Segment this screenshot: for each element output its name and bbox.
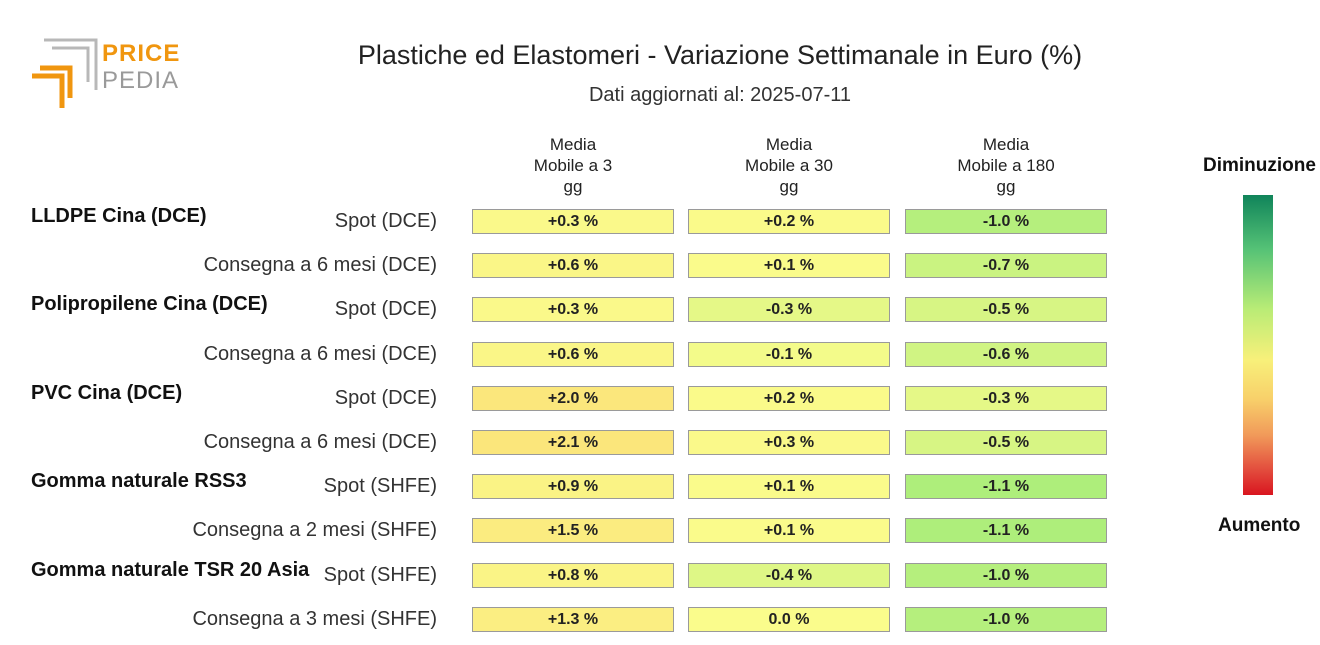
heatmap-cell: -1.0 % [905,209,1107,234]
heatmap-cell: -0.4 % [688,562,890,588]
heatmap-cell: +2.1 % [472,430,674,455]
heatmap-cell: -1.1 % [905,474,1107,500]
legend-bottom-label: Aumento [1218,515,1301,536]
column-header-ma180: Media Mobile a 180 gg [957,135,1055,196]
logo-mark-icon [32,38,98,108]
group-label: LLDPE Cina (DCE) [31,205,207,227]
logo-word-price: PRICE [102,40,181,67]
heatmap-cell: -0.6 % [905,341,1107,367]
heatmap-cell: -1.0 % [905,606,1107,632]
heatmap-cell: +0.6 % [472,253,674,279]
heatmap-cell: -0.3 % [688,297,890,323]
heatmap-cell: +0.1 % [688,518,890,544]
group-label: Polipropilene Cina (DCE) [31,293,268,316]
logo-word-pedia: PEDIA [102,67,180,94]
heatmap-cell: +0.2 % [688,385,890,411]
heatmap-cell: 0.0 % [688,606,890,632]
heatmap-cell: +0.2 % [688,209,890,234]
heatmap-cell: -0.7 % [905,253,1107,279]
group-label: Gomma naturale TSR 20 Asia [31,558,310,581]
column-header-ma30: Media Mobile a 30 gg [745,135,833,196]
row-label: Consegna a 2 mesi (SHFE) [192,519,437,542]
heatmap-cell: +0.1 % [688,474,890,500]
heatmap-cell: +0.9 % [472,474,674,500]
heatmap-cell: -0.3 % [905,385,1107,411]
heatmap-cell: +2.0 % [472,385,674,411]
heatmap-cell: -0.1 % [688,341,890,367]
heatmap-cell: +0.8 % [472,562,674,588]
legend-top-label: Diminuzione [1203,155,1316,176]
row-label: Consegna a 3 mesi (SHFE) [192,607,437,630]
row-label: Spot (DCE) [334,298,437,321]
heatmap-cell: +0.3 % [472,297,674,323]
heatmap-cell: -1.0 % [905,562,1107,588]
heatmap-cell: -0.5 % [905,297,1107,323]
group-label: Gomma naturale RSS3 [31,470,247,493]
row-label: Spot (DCE) [334,386,437,409]
row-label: Consegna a 6 mesi (DCE) [203,342,437,365]
group-label: PVC Cina (DCE) [31,381,183,404]
heatmap-cell: -1.1 % [905,518,1107,544]
pricepedia-logo: PRICE PEDIA [30,38,190,110]
legend-color-scale [1243,195,1273,495]
row-label: Consegna a 6 mesi (DCE) [203,254,437,277]
heatmap-cell: +1.5 % [472,518,674,544]
row-label: Spot (SHFE) [323,475,437,498]
heatmap-cell: +0.1 % [688,253,890,279]
heatmap-cell: +0.6 % [472,341,674,367]
heatmap-cell: -0.5 % [905,430,1107,455]
heatmap-cell: +0.3 % [688,430,890,455]
row-label: Consegna a 6 mesi (DCE) [203,431,437,453]
chart-title: Plastiche ed Elastomeri - Variazione Set… [357,40,1083,70]
heatmap-cell: +0.3 % [472,209,674,234]
heatmap-cell: +1.3 % [472,606,674,632]
column-header-ma3: Media Mobile a 3 gg [533,135,613,196]
chart-subtitle: Dati aggiornati al: 2025-07-11 [588,84,852,106]
row-label: Spot (SHFE) [323,563,437,586]
row-label: Spot (DCE) [334,210,437,232]
